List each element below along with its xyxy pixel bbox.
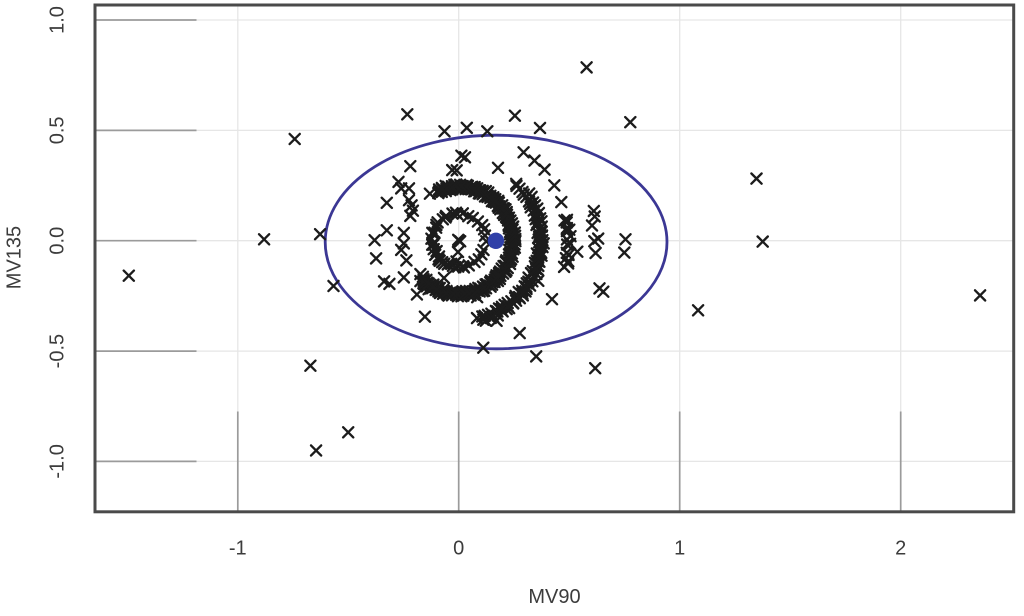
svg-text:0: 0: [453, 538, 464, 560]
svg-text:MV90: MV90: [528, 586, 580, 608]
svg-text:-1.0: -1.0: [47, 444, 69, 478]
svg-text:2: 2: [895, 538, 906, 560]
svg-text:-0.5: -0.5: [47, 334, 69, 368]
svg-text:1.0: 1.0: [47, 6, 69, 34]
svg-text:0.5: 0.5: [47, 116, 69, 144]
svg-text:0.0: 0.0: [47, 227, 69, 255]
svg-text:MV135: MV135: [4, 226, 26, 289]
svg-text:-1: -1: [229, 538, 247, 560]
svg-text:1: 1: [674, 538, 685, 560]
